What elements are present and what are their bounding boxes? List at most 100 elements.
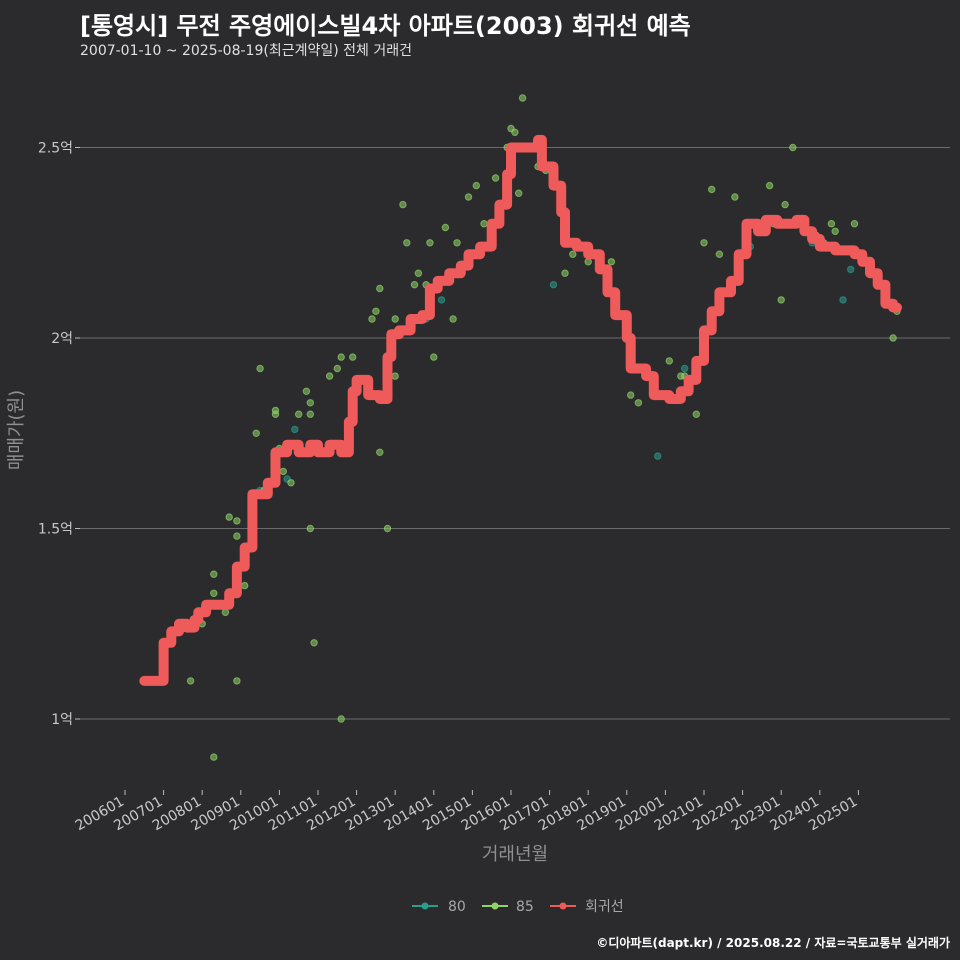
point-85 xyxy=(410,281,419,289)
gridlines xyxy=(80,147,950,720)
point-85 xyxy=(607,258,616,266)
legend-item-0: 80 xyxy=(412,899,466,915)
point-85 xyxy=(627,391,635,399)
y-tick-label: 1억 xyxy=(51,712,73,728)
x-axis-title: 거래년월 xyxy=(482,844,548,865)
point-85 xyxy=(186,677,195,685)
footer-credit: ©디아파트(dapt.kr) / 2025.08.22 / 자료=국토교통부 실… xyxy=(596,936,950,950)
point-85 xyxy=(399,200,407,209)
legend-label: 80 xyxy=(448,899,466,915)
point-85 xyxy=(233,517,241,525)
regression-path xyxy=(139,134,902,686)
point-85 xyxy=(708,185,716,194)
point-85 xyxy=(210,589,218,597)
point-85 xyxy=(349,353,357,361)
point-85 xyxy=(372,307,380,315)
point-85 xyxy=(310,639,318,647)
point-85 xyxy=(453,239,461,247)
point-85 xyxy=(295,410,303,418)
x-axis-ticks: 2006012007012008012009012010012011012012… xyxy=(73,790,860,834)
point-85 xyxy=(472,181,480,190)
point-85 xyxy=(376,448,384,456)
point-85 xyxy=(414,269,423,277)
point-85 xyxy=(368,315,376,323)
point-85 xyxy=(692,410,700,418)
regression-line xyxy=(139,134,902,686)
point-80 xyxy=(654,452,662,460)
point-85 xyxy=(337,715,345,723)
point-85 xyxy=(279,467,287,476)
point-85 xyxy=(665,357,673,365)
point-85 xyxy=(221,608,230,616)
point-85 xyxy=(731,193,739,201)
point-85 xyxy=(210,753,218,761)
legend-label: 85 xyxy=(516,899,534,915)
legend-item-1: 85 xyxy=(482,899,534,915)
point-85 xyxy=(403,239,411,247)
legend-swatch-dot xyxy=(491,902,499,910)
point-85 xyxy=(306,410,314,418)
point-85 xyxy=(391,315,399,323)
point-85 xyxy=(337,353,345,361)
legend-swatch-dot xyxy=(559,902,567,910)
chart-subtitle: 2007-01-10 ~ 2025-08-19(최근계약일) 전체 거래건 xyxy=(80,43,412,59)
point-85 xyxy=(302,387,311,395)
point-80 xyxy=(437,296,446,304)
point-85 xyxy=(241,581,249,590)
point-85 xyxy=(781,200,789,209)
point-85 xyxy=(464,193,473,201)
point-80 xyxy=(839,296,847,304)
legend: 80 85 회귀선 xyxy=(412,899,624,915)
point-85 xyxy=(306,399,314,407)
legend-swatch-dot xyxy=(421,902,429,910)
point-85 xyxy=(426,239,434,247)
point-85 xyxy=(391,372,399,380)
point-85 xyxy=(441,223,450,232)
point-85 xyxy=(225,513,233,521)
y-axis-ticks: 1억 1.5억 2억 2.5억 xyxy=(38,141,80,728)
point-85 xyxy=(233,677,241,685)
point-85 xyxy=(306,524,314,533)
point-85 xyxy=(715,250,724,258)
point-85 xyxy=(789,143,797,152)
point-85 xyxy=(700,239,708,247)
point-85 xyxy=(233,532,241,540)
point-85 xyxy=(333,364,341,373)
point-80 xyxy=(681,364,689,373)
point-85 xyxy=(511,128,519,137)
point-85 xyxy=(210,570,218,578)
y-tick-label: 2억 xyxy=(51,331,73,347)
legend-label: 회귀선 xyxy=(585,899,624,915)
point-85 xyxy=(850,220,859,228)
scatter-points xyxy=(186,94,901,761)
point-80 xyxy=(291,425,299,434)
point-85 xyxy=(430,353,438,361)
point-85 xyxy=(491,174,500,182)
point-85 xyxy=(325,372,334,380)
point-80 xyxy=(847,265,855,274)
point-85 xyxy=(827,220,836,228)
point-85 xyxy=(480,220,488,228)
point-85 xyxy=(252,429,260,437)
point-85 xyxy=(271,406,280,415)
point-85 xyxy=(777,296,785,304)
y-tick-label: 1.5억 xyxy=(38,522,73,538)
point-85 xyxy=(889,334,897,342)
point-85 xyxy=(518,94,527,102)
y-axis-title: 매매가(원) xyxy=(6,390,27,470)
point-85 xyxy=(584,258,592,266)
y-tick-label: 2.5억 xyxy=(38,141,73,157)
point-85 xyxy=(376,284,384,293)
point-80 xyxy=(549,281,558,289)
point-85 xyxy=(561,269,569,277)
point-85 xyxy=(569,250,577,258)
point-85 xyxy=(383,524,392,533)
legend-item-2: 회귀선 xyxy=(550,899,624,915)
point-85 xyxy=(634,399,643,407)
point-85 xyxy=(831,227,839,236)
chart-title: [통영시] 무전 주영에이스빌4차 아파트(2003) 회귀선 예측 xyxy=(80,12,691,40)
point-85 xyxy=(287,479,295,487)
point-85 xyxy=(515,189,523,197)
point-85 xyxy=(765,181,774,190)
